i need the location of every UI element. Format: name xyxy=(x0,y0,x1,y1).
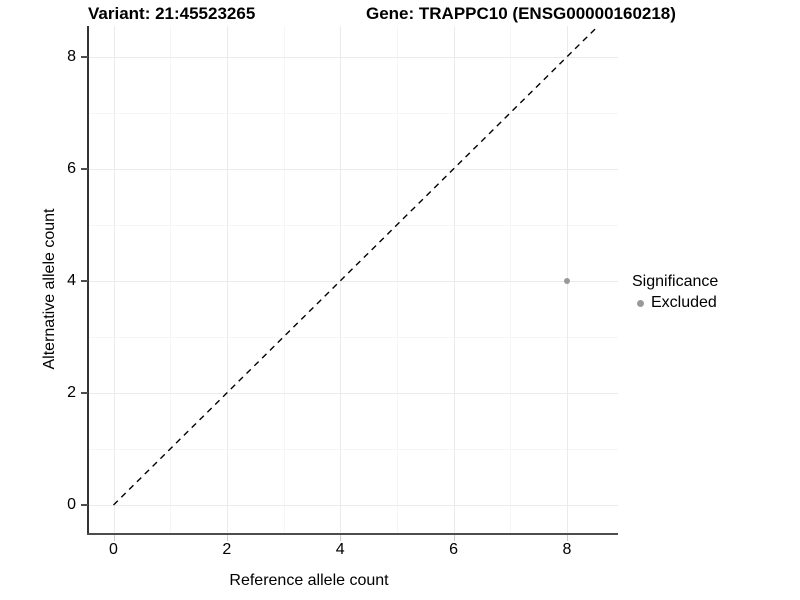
gene-title: Gene: TRAPPC10 (ENSG00000160218) xyxy=(366,4,676,23)
y-tick-label-8: 8 xyxy=(67,47,76,65)
y-tick-4 xyxy=(81,279,88,282)
y-tick-label-0: 0 xyxy=(67,495,76,513)
gridline-x-6 xyxy=(454,26,455,533)
variant-title: Variant: 21:45523265 xyxy=(88,4,256,23)
plot-panel xyxy=(88,26,618,533)
gridline-y-6 xyxy=(88,169,618,170)
y-tick-label-2: 2 xyxy=(67,383,76,401)
x-axis-line xyxy=(87,533,618,535)
x-tick-label-4: 4 xyxy=(335,541,345,558)
y-tick-0 xyxy=(81,503,88,506)
x-tick-2 xyxy=(226,535,228,541)
x-tick-label-6: 6 xyxy=(449,541,459,558)
x-tick-label-8: 8 xyxy=(562,541,572,558)
y-tick-6 xyxy=(81,167,88,170)
x-tick-label-0: 0 xyxy=(109,541,118,558)
legend-title: Significance xyxy=(632,273,719,290)
gridline-x-7 xyxy=(510,26,511,533)
y-tick-label-6: 6 xyxy=(67,159,76,177)
legend-item-label: Excluded xyxy=(651,294,717,311)
x-tick-0 xyxy=(113,535,115,541)
data-point xyxy=(563,277,570,284)
x-tick-6 xyxy=(453,535,455,541)
y-tick-8 xyxy=(81,55,88,58)
x-tick-8 xyxy=(566,535,568,541)
gridline-x-5 xyxy=(397,26,398,533)
x-tick-label-2: 2 xyxy=(222,541,232,558)
gridline-y-3 xyxy=(88,337,618,338)
y-axis-label: Alternative allele count xyxy=(41,208,58,370)
gridline-y-5 xyxy=(88,225,618,226)
gridline-y-8 xyxy=(88,57,618,58)
gridline-x-3 xyxy=(284,26,285,533)
gridline-x-0 xyxy=(114,26,115,533)
gridline-y-7 xyxy=(88,113,618,114)
gridline-x-4 xyxy=(340,26,341,533)
y-tick-2 xyxy=(81,391,88,394)
y-tick-label-4: 4 xyxy=(67,271,76,289)
gridline-x-2 xyxy=(227,26,228,533)
legend-point-icon xyxy=(632,295,648,311)
gridline-y-4 xyxy=(88,281,618,282)
y-axis-line xyxy=(87,26,89,534)
legend: Significance Excluded xyxy=(632,272,718,314)
identity-reference-line xyxy=(88,26,618,533)
gridline-y-0 xyxy=(88,505,618,506)
gridline-y-1 xyxy=(88,449,618,450)
x-tick-4 xyxy=(340,535,342,541)
legend-items: Excluded xyxy=(632,292,718,314)
gridline-y-2 xyxy=(88,393,618,394)
x-axis-label: Reference allele count xyxy=(229,572,389,589)
gridline-x-1 xyxy=(170,26,171,533)
legend-item[interactable]: Excluded xyxy=(632,292,718,314)
